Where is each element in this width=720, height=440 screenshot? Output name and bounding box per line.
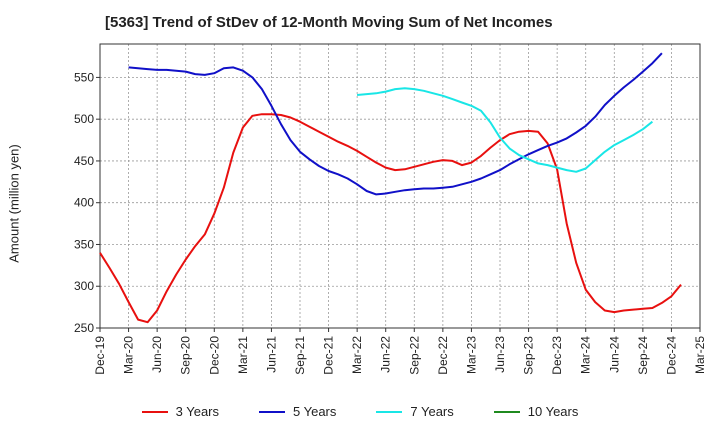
x-tick-label: Dec-22 [436, 336, 450, 375]
legend: 3 Years 5 Years 7 Years 10 Years [0, 404, 720, 419]
y-tick-label: 350 [74, 237, 94, 251]
legend-item: 3 Years [141, 404, 219, 419]
x-tick-label: Jun-24 [607, 336, 621, 373]
x-tick-label: Sep-23 [522, 336, 536, 375]
x-tick-label: Jun-23 [493, 336, 507, 373]
grid-layer [99, 44, 701, 329]
x-tick-label: Sep-22 [407, 336, 421, 375]
y-tick-label: 300 [74, 279, 94, 293]
y-tick-label: 250 [74, 321, 94, 335]
legend-swatch [493, 410, 520, 413]
series-line-7-years [357, 87, 654, 173]
x-tick-label: Jun-20 [150, 336, 164, 373]
x-tick-label: Sep-21 [293, 336, 307, 375]
axis-layer: 250 300 350 400 450 500 550 Dec-19 Mar-20 Jun-20 S… [74, 43, 707, 375]
chart-title: [5363] Trend of StDev of 12-Month Moving… [105, 14, 553, 31]
series-line-5-years [128, 52, 663, 196]
x-tick-label: Jun-22 [379, 336, 393, 373]
x-tick-label: Mar-22 [350, 336, 364, 374]
y-tick-label: 550 [74, 70, 94, 84]
y-tick-label: 450 [74, 154, 94, 168]
y-tick-label: 400 [74, 196, 94, 210]
legend-label: 3 Years [175, 404, 219, 419]
x-tick-label: Dec-23 [550, 336, 564, 375]
legend-label: 10 Years [527, 404, 579, 419]
x-tick-label: Mar-23 [464, 336, 478, 374]
x-tick-label: Mar-21 [236, 336, 250, 374]
legend-item: 7 Years [376, 404, 454, 419]
x-tick-label: Mar-25 [693, 336, 707, 374]
x-tick-label: Dec-24 [664, 336, 678, 375]
series-line-3-years [99, 113, 682, 324]
x-tick-label: Dec-19 [93, 336, 107, 375]
legend-swatch [259, 410, 285, 413]
legend-label: 5 Years [293, 404, 337, 419]
legend-label: 7 Years [410, 404, 454, 419]
x-tick-label: Mar-24 [579, 336, 593, 374]
x-tick-label: Dec-20 [207, 336, 221, 375]
legend-swatch [376, 410, 403, 413]
y-tick-label: 500 [74, 112, 94, 126]
series-layer [99, 52, 682, 324]
x-tick-label: Jun-21 [264, 336, 278, 373]
x-tick-label: Sep-24 [636, 336, 650, 375]
legend-swatch [141, 410, 168, 413]
x-tick-label: Mar-20 [122, 336, 136, 374]
plot-frame [99, 43, 701, 329]
legend-item: 5 Years [259, 404, 336, 419]
legend-item: 10 Years [493, 404, 579, 419]
x-tick-label: Sep-20 [179, 336, 193, 375]
x-tick-label: Dec-21 [322, 336, 336, 375]
